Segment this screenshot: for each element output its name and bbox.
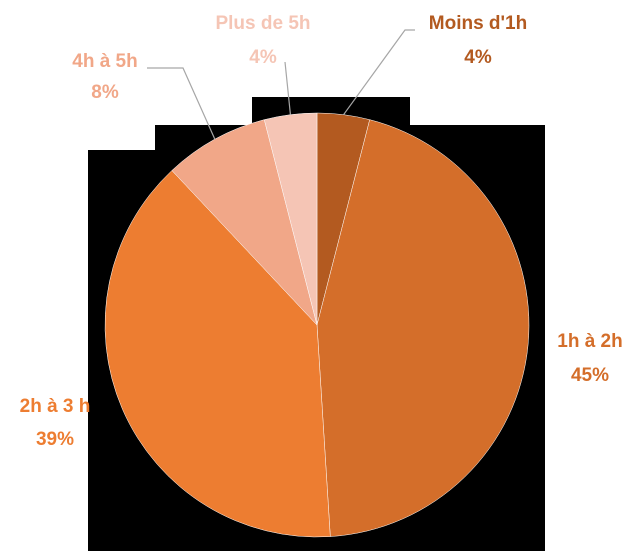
value-label: 8%	[91, 82, 119, 103]
category-label: Plus de 5h	[215, 13, 310, 34]
category-label: Moins d'1h	[429, 13, 527, 34]
category-label: 2h à 3 h	[20, 396, 91, 417]
value-label: 39%	[36, 429, 74, 450]
value-label: 4%	[464, 47, 492, 68]
pie-slice	[263, 112, 318, 326]
category-label: 4h à 5h	[72, 51, 137, 72]
pie-slice	[316, 119, 530, 537]
leader-line	[343, 29, 415, 116]
leader-line	[147, 67, 216, 140]
value-label: 45%	[571, 365, 609, 386]
pie-slice	[104, 170, 331, 538]
category-label: 1h à 2h	[557, 331, 622, 352]
pie-slice	[171, 119, 318, 326]
value-label: 4%	[249, 47, 277, 68]
leader-line	[284, 61, 292, 115]
